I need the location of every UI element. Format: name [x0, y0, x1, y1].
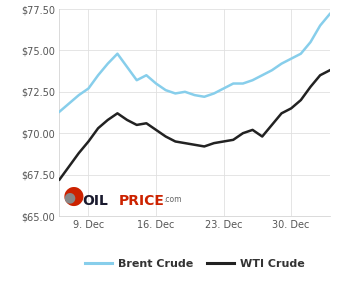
Text: .com: .com	[164, 195, 182, 204]
Text: OIL: OIL	[83, 194, 108, 208]
Text: PRICE: PRICE	[119, 194, 165, 208]
Text: ●: ●	[63, 190, 75, 205]
Text: ●: ●	[62, 184, 84, 208]
Legend: Brent Crude, WTI Crude: Brent Crude, WTI Crude	[85, 259, 305, 269]
